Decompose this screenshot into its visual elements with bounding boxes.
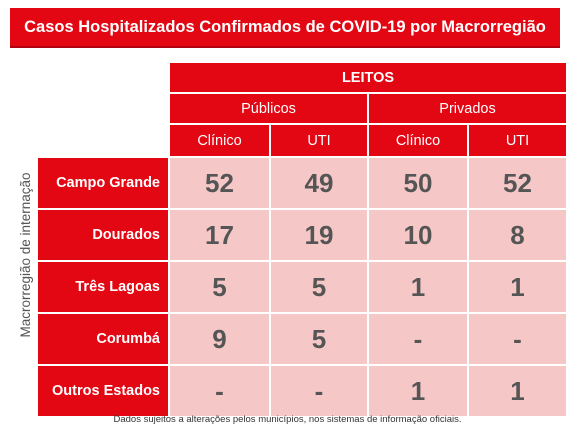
side-axis-label: Macrorregião de internação	[18, 172, 33, 338]
table-cell: 1	[469, 262, 566, 312]
header-col-publico-clinico: Clínico	[170, 125, 269, 156]
header-leitos: LEITOS	[170, 63, 566, 92]
data-table: LEITOS Públicos Privados Clínico UTI Clí…	[38, 63, 566, 416]
table-cell: -	[469, 314, 566, 364]
table-cell: 52	[170, 158, 269, 208]
header-col-privado-uti: UTI	[469, 125, 566, 156]
row-label: Corumbá	[38, 314, 168, 364]
table-cell: 9	[170, 314, 269, 364]
header-col-privado-clinico: Clínico	[369, 125, 467, 156]
table-cell: 1	[469, 366, 566, 416]
table-cell: 5	[170, 262, 269, 312]
header-publicos: Públicos	[170, 94, 367, 123]
table-cell: 10	[369, 210, 467, 260]
table-cell: 52	[469, 158, 566, 208]
header-col-publico-uti: UTI	[271, 125, 367, 156]
table-cell: 50	[369, 158, 467, 208]
table-cell: 17	[170, 210, 269, 260]
row-label: Três Lagoas	[38, 262, 168, 312]
table-cell: 49	[271, 158, 367, 208]
table-cell: -	[369, 314, 467, 364]
row-label: Campo Grande	[38, 158, 168, 208]
table-cell: 19	[271, 210, 367, 260]
table-cell: -	[271, 366, 367, 416]
header-privados: Privados	[369, 94, 566, 123]
table-cell: 1	[369, 366, 467, 416]
table-cell: 5	[271, 262, 367, 312]
table-cell: 8	[469, 210, 566, 260]
table-cell: -	[170, 366, 269, 416]
row-label: Outros Estados	[38, 366, 168, 416]
row-label: Dourados	[38, 210, 168, 260]
footnote: Dados sujeitos a alterações pelos municí…	[113, 414, 462, 425]
page-title: Casos Hospitalizados Confirmados de COVI…	[10, 8, 560, 48]
table-cell: 1	[369, 262, 467, 312]
table-cell: 5	[271, 314, 367, 364]
